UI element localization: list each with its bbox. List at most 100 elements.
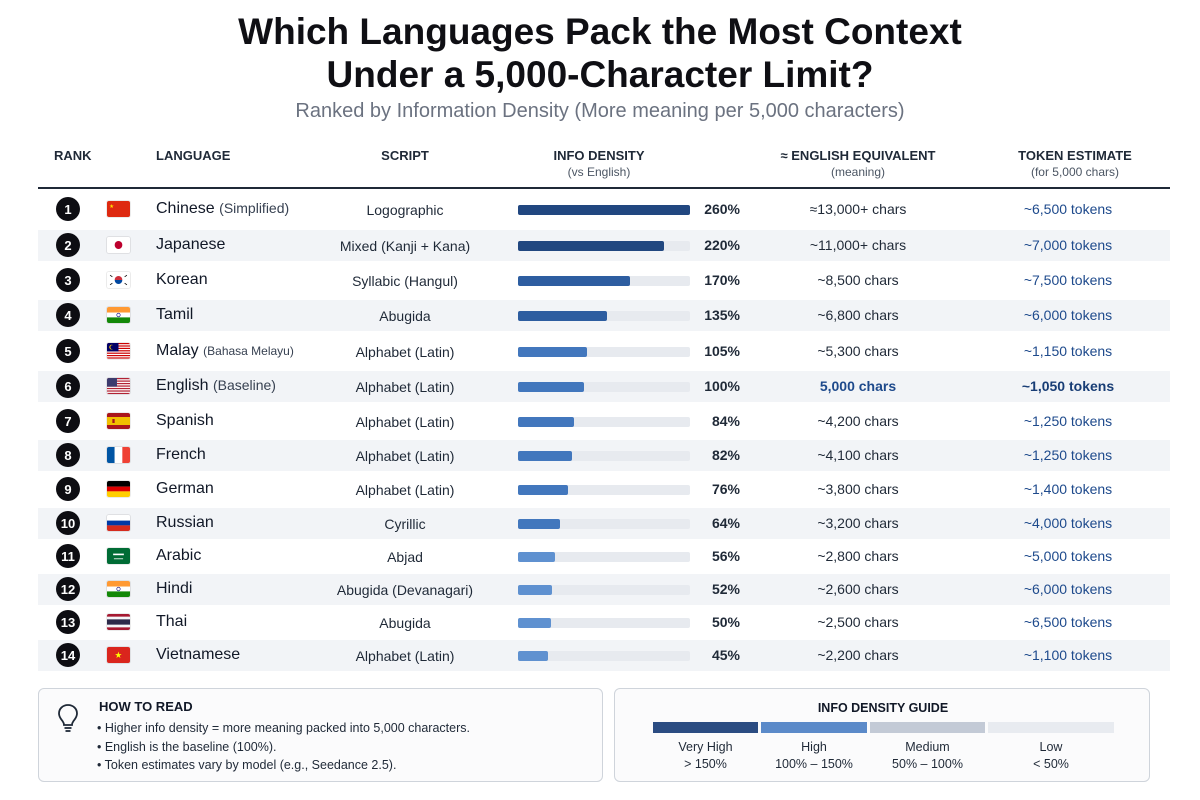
density-value: 56%	[711, 548, 740, 564]
language-name: Japanese	[156, 236, 225, 254]
token-estimate: ~6,000 tokens	[1023, 307, 1113, 323]
density-bar-track	[518, 347, 690, 357]
density-bar-track	[518, 276, 690, 286]
language-name: English (Baseline)	[156, 377, 276, 395]
table-row: 1 ★ Chinese (Simplified) Logographic 260% ≈13…	[38, 194, 1170, 225]
language-name: Russian	[156, 514, 214, 532]
rank-badge: 3	[56, 268, 80, 292]
germany-flag	[107, 481, 130, 497]
density-bar-track	[518, 651, 690, 661]
density-bar	[518, 485, 568, 495]
density-bar-track	[518, 519, 690, 529]
english-equivalent: ~5,300 chars	[817, 343, 899, 359]
language-name: Hindi	[156, 580, 192, 598]
density-bar	[518, 451, 572, 461]
english-equivalent: ~6,800 chars	[817, 307, 899, 323]
china-flag: ★	[107, 201, 130, 217]
title-line-2: Under a 5,000-Character Limit?	[326, 54, 874, 95]
density-bar	[518, 417, 574, 427]
script-type: Abugida (Devanagari)	[336, 582, 474, 598]
density-value: 135%	[704, 307, 740, 323]
svg-text:★: ★	[115, 650, 123, 660]
density-value: 64%	[711, 515, 740, 531]
how-to-read-panel: HOW TO READ • Higher info density = more…	[38, 688, 603, 782]
density-bar	[518, 618, 551, 628]
guide-range-medium: 50% – 100%	[892, 757, 963, 771]
language-label: Malay	[156, 342, 199, 359]
header-divider	[38, 187, 1170, 189]
header-equivalent: ≈ ENGLISH EQUIVALENT (meaning)	[758, 148, 958, 180]
token-estimate: ~1,050 tokens	[1021, 378, 1115, 394]
page-subtitle: Ranked by Information Density (More mean…	[295, 100, 905, 122]
density-bar-track	[518, 382, 690, 392]
language-label: Spanish	[156, 412, 214, 429]
density-bar-track	[518, 205, 690, 215]
rank-badge: 4	[56, 303, 80, 327]
language-name: Korean	[156, 271, 208, 289]
token-estimate: ~6,500 tokens	[1023, 201, 1113, 217]
guide-label-medium: Medium	[905, 740, 950, 754]
density-bar-track	[518, 585, 690, 595]
script-type: Abugida	[379, 308, 431, 324]
malaysia-flag	[107, 343, 130, 359]
density-value: 45%	[711, 647, 740, 663]
density-value: 220%	[704, 237, 740, 253]
token-estimate: ~1,150 tokens	[1023, 343, 1113, 359]
table-row: 4 Tamil Abugida 135% ~6,800 chars ~6,000 toke…	[38, 300, 1170, 331]
density-bar	[518, 205, 690, 215]
table-row: 9 German Alphabet (Latin) 76% ~3,800 chars ~1…	[38, 474, 1170, 505]
table-row: 12 Hindi Abugida (Devanagari) 52% ~2,600 cha…	[38, 574, 1170, 605]
language-label: Vietnamese	[156, 646, 241, 663]
guide-range-very-high: > 150%	[684, 757, 727, 771]
density-bar	[518, 276, 630, 286]
script-type: Alphabet (Latin)	[355, 414, 455, 430]
english-equivalent: ~2,500 chars	[817, 614, 899, 630]
script-type: Alphabet (Latin)	[355, 379, 455, 395]
thailand-flag	[107, 614, 130, 630]
how-to-read-item: • Higher info density = more meaning pac…	[97, 721, 470, 735]
density-bar-track	[518, 485, 690, 495]
language-label: French	[156, 446, 206, 463]
table-row: 5 Malay (Bahasa Melayu) Alphabet (Latin) 10…	[38, 336, 1170, 367]
token-estimate: ~4,000 tokens	[1023, 515, 1113, 531]
rank-badge: 2	[56, 233, 80, 257]
english-equivalent: ~11,000+ chars	[809, 237, 907, 253]
language-label: English	[156, 377, 209, 394]
language-name: French	[156, 446, 206, 464]
density-bar-track	[518, 417, 690, 427]
language-label: Hindi	[156, 580, 193, 597]
header-density-sub: (vs English)	[567, 165, 631, 179]
header-tokens-sub: (for 5,000 chars)	[1030, 165, 1120, 179]
table-row: 10 Russian Cyrillic 64% ~3,200 chars ~4,000 t…	[38, 508, 1170, 539]
guide-swatch-medium	[870, 722, 985, 733]
english-equivalent: ~4,100 chars	[817, 447, 899, 463]
density-bar	[518, 651, 548, 661]
script-type: Abjad	[387, 549, 423, 565]
spain-flag	[107, 413, 130, 429]
density-value: 260%	[704, 201, 740, 217]
density-value: 100%	[704, 378, 740, 394]
english-equivalent: ≈13,000+ chars	[809, 201, 907, 217]
table-row: 3 Korean Syllabic (Hangul) 170% ~8,500 chars…	[38, 265, 1170, 296]
density-value: 84%	[711, 413, 740, 429]
rank-badge: 6	[56, 374, 80, 398]
language-label: Russian	[156, 514, 214, 531]
table-row: 13 Thai Abugida 50% ~2,500 chars ~6,500 token…	[38, 607, 1170, 638]
language-label: Tamil	[156, 306, 194, 323]
english-equivalent: ~2,800 chars	[817, 548, 899, 564]
guide-range-high: 100% – 150%	[775, 757, 853, 771]
usa-flag	[107, 378, 130, 394]
token-estimate: ~5,000 tokens	[1023, 548, 1113, 564]
how-to-read-title: HOW TO READ	[99, 699, 193, 714]
japan-flag	[107, 237, 130, 253]
english-equivalent: ~3,200 chars	[817, 515, 899, 531]
token-estimate: ~1,400 tokens	[1023, 481, 1113, 497]
guide-swatch-high	[761, 722, 867, 733]
guide-label-very-high: Very High	[678, 740, 733, 754]
density-value: 50%	[711, 614, 740, 630]
rank-badge: 8	[56, 443, 80, 467]
table-row: 8 French Alphabet (Latin) 82% ~4,100 chars ~1…	[38, 440, 1170, 471]
rank-badge: 12	[56, 577, 80, 601]
vietnam-flag: ★	[107, 647, 130, 663]
rank-badge: 9	[56, 477, 80, 501]
